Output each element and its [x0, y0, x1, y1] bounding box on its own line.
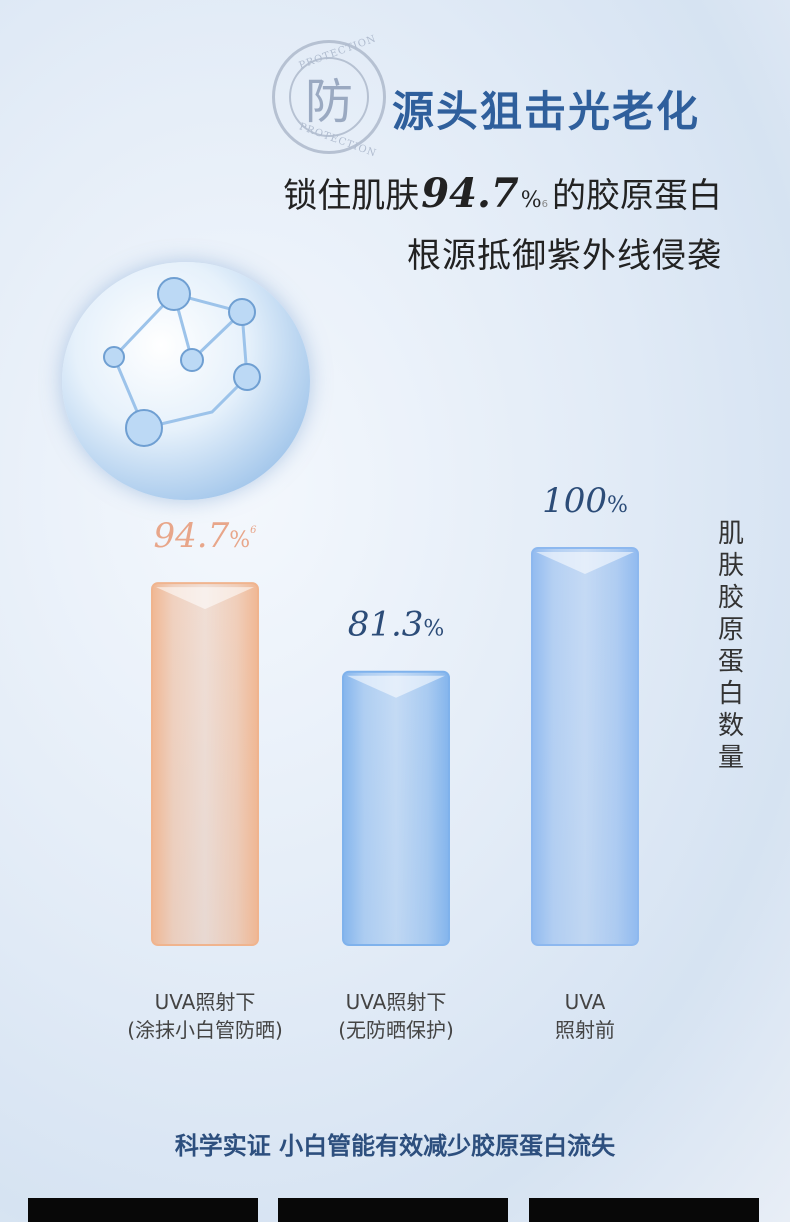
x-tick-label-line: (无防晒保护)	[338, 1018, 454, 1042]
molecule-icon	[103, 277, 261, 447]
bar-3	[531, 547, 639, 946]
x-tick-label-line: (涂抹小白管防晒)	[127, 1018, 283, 1042]
protection-stamp-logo: 防 PROTECTION PROTECTION	[272, 33, 386, 160]
subtitle-footnote: 6	[541, 199, 548, 210]
x-tick-label-line: 照射前	[555, 1018, 615, 1042]
subtitle-line2: 根源抵御紫外线侵袭	[407, 236, 722, 276]
page-title: 源头狙击光老化	[392, 87, 701, 136]
subtitle-suffix: 的胶原蛋白	[552, 176, 722, 216]
x-tick-label-3: UVA 照射前	[485, 988, 685, 1044]
bar-cap-3	[536, 552, 634, 574]
subtitle-number: 94.7	[421, 170, 519, 217]
subtitle-line1: 锁住肌肤 94.7 % 6 的胶原蛋白	[283, 168, 722, 217]
x-tick-label-line: UVA照射下	[154, 990, 256, 1014]
stamp-char: 防	[289, 57, 369, 137]
bottom-image-3	[529, 1198, 759, 1222]
footer-caption: 科学实证 小白管能有效减少胶原蛋白流失	[174, 1132, 616, 1160]
x-tick-label-2: UVA照射下 (无防晒保护)	[296, 988, 496, 1044]
x-tick-label-1: UVA照射下 (涂抹小白管防晒)	[105, 988, 305, 1044]
x-tick-label-line: UVA照射下	[345, 990, 447, 1014]
bar-cap-1	[156, 587, 254, 610]
molecule-sphere-image	[62, 262, 310, 500]
data-label-1: 94.7%6	[154, 516, 258, 556]
bar-2	[342, 670, 450, 947]
bottom-image-2	[278, 1198, 508, 1222]
bar-1	[151, 582, 259, 947]
x-tick-label-line: UVA	[564, 990, 606, 1014]
y-axis-label: 肌肤胶原蛋白数量	[717, 519, 744, 773]
subtitle-prefix: 锁住肌肤	[283, 176, 420, 216]
data-label-3: 100%	[542, 481, 628, 521]
bar-cap-2	[347, 675, 445, 698]
data-label-2: 81.3%	[348, 605, 445, 645]
bottom-image-1	[28, 1198, 258, 1222]
subtitle-percent: %	[520, 188, 542, 213]
